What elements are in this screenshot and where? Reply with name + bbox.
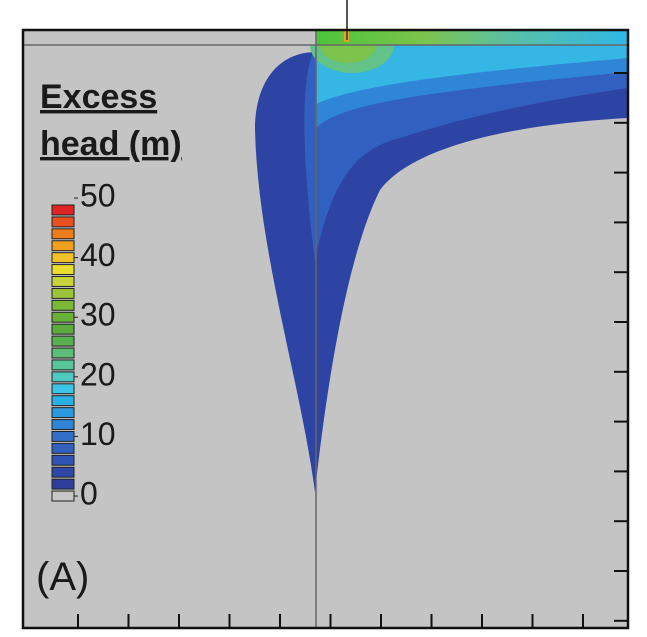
colorbar-tick-label: 50 — [80, 177, 116, 213]
colorbar-box — [51, 442, 75, 454]
colorbar-box — [51, 311, 75, 323]
colorbar-box — [51, 419, 75, 430]
colorbar: 0 10 20 30 40 50 — [51, 177, 116, 511]
colorbar-tick-label: 0 — [80, 475, 98, 511]
colorbar-tick-label: 30 — [80, 297, 116, 333]
colorbar-box — [51, 216, 75, 228]
colorbar-box — [51, 323, 75, 335]
colorbar-box — [51, 335, 75, 347]
colorbar-box — [51, 407, 75, 419]
contour-level — [320, 45, 376, 63]
contour-level — [316, 45, 628, 104]
colorbar-box — [51, 347, 75, 359]
colorbar-box — [51, 264, 75, 276]
colorbar-box — [51, 228, 75, 240]
colorbar-box — [51, 276, 75, 287]
plot-frame — [21, 28, 630, 630]
colorbar-title: Excess — [40, 78, 157, 116]
contour-field — [255, 45, 628, 492]
colorbar-box — [51, 466, 75, 478]
colorbar-box — [51, 371, 75, 383]
colorbar-box — [51, 287, 75, 299]
colorbar-box — [51, 299, 75, 311]
colorbar-tick-label: 20 — [80, 356, 116, 392]
colorbar-box — [51, 383, 75, 395]
panel-label: (A) — [36, 555, 89, 599]
colorbar-box — [51, 359, 75, 371]
colorbar-box — [51, 252, 75, 264]
colorbar-box — [51, 240, 75, 252]
colorbar-box — [51, 454, 75, 466]
colorbar-box — [51, 395, 75, 407]
colorbar-tick-label: 40 — [80, 237, 116, 273]
colorbar-tick-label: 10 — [80, 416, 116, 452]
frame-ticks — [77, 72, 628, 628]
colorbar-box — [51, 478, 75, 490]
colorbar-title: head (m) — [40, 125, 182, 163]
colorbar-box — [51, 204, 75, 216]
surface-strip — [316, 30, 628, 45]
colorbar-box — [51, 430, 75, 442]
colorbar-box — [51, 490, 75, 502]
